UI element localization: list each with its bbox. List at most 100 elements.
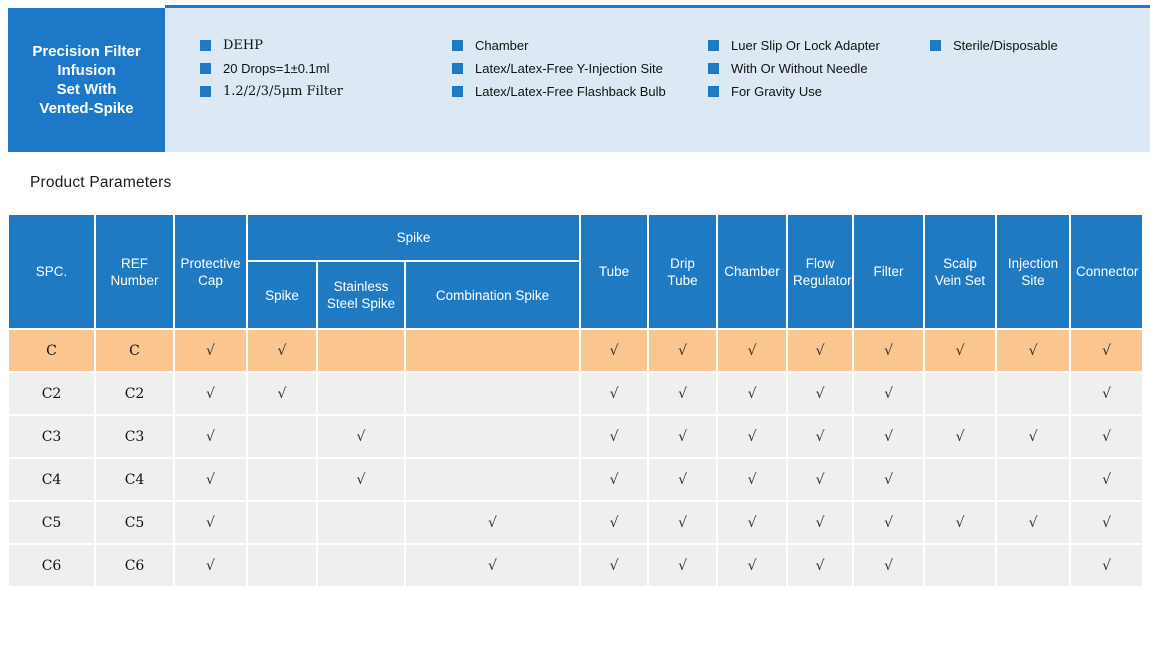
check-cell-filter: √ [852,543,926,588]
bullet-square-icon [200,40,211,51]
feature-item: With Or Without Needle [708,61,880,76]
check-cell-connector: √ [1069,500,1145,545]
check-cell-chamber: √ [716,543,789,588]
check-cell-spike: √ [246,328,318,373]
feature-item-label: Luer Slip Or Lock Adapter [731,38,880,53]
spc-cell: C5 [7,500,96,545]
check-cell-drip_tube: √ [647,328,719,373]
check-cell-connector: √ [1069,543,1145,588]
col-header-flow-regulator: Flow Regulator [786,213,855,330]
check-cell-protective_cap: √ [173,414,248,459]
col-header-scalp-vein-set: Scalp Vein Set [923,213,998,330]
check-cell-filter: √ [852,371,926,416]
feature-column: Luer Slip Or Lock Adapter With Or Without… [708,38,880,107]
check-cell-flow_regulator: √ [786,328,855,373]
spc-cell: C2 [7,371,96,416]
ref-number-cell: C3 [94,414,175,459]
bullet-square-icon [708,86,719,97]
banner-background [165,5,1150,152]
product-parameters-table: SPC. REF Number Protective Cap Spike Tub… [7,213,1145,588]
bullet-square-icon [708,63,719,74]
check-cell-flow_regulator: √ [786,414,855,459]
check-cell-tube: √ [579,328,650,373]
check-cell-drip_tube: √ [647,543,719,588]
check-cell-scalp_vein_set: √ [923,414,998,459]
empty-cell-spike [246,457,318,502]
empty-cell-stainless_steel_spike [316,371,406,416]
ref-number-cell: C2 [94,371,175,416]
check-cell-flow_regulator: √ [786,457,855,502]
check-cell-stainless_steel_spike: √ [316,457,406,502]
table-row: C4 C4 √ √ √ √ √ √ √ √ [7,457,1145,502]
check-cell-combination_spike: √ [403,543,582,588]
check-cell-flow_regulator: √ [786,500,855,545]
empty-cell-injection_site [995,543,1072,588]
feature-item-label: With Or Without Needle [731,61,868,76]
table-row: C5 C5 √ √ √ √ √ √ √ √ √ √ [7,500,1145,545]
ref-number-cell: C4 [94,457,175,502]
col-header-chamber: Chamber [716,213,789,330]
feature-list: DEHP 20 Drops=1±0.1ml 1.2/2/3/5μm Filter Ch… [0,5,1150,152]
check-cell-protective_cap: √ [173,371,248,416]
bullet-square-icon [708,40,719,51]
empty-cell-stainless_steel_spike [316,543,406,588]
feature-item-label: Latex/Latex-Free Y-Injection Site [475,61,663,76]
check-cell-flow_regulator: √ [786,371,855,416]
check-cell-protective_cap: √ [173,457,248,502]
check-cell-drip_tube: √ [647,371,719,416]
bullet-square-icon [200,86,211,97]
feature-item: 20 Drops=1±0.1ml [200,61,343,76]
col-header-combination-spike: Combination Spike [403,260,582,330]
feature-item: 1.2/2/3/5μm Filter [200,84,343,99]
check-cell-connector: √ [1069,328,1145,373]
check-cell-chamber: √ [716,328,789,373]
check-cell-scalp_vein_set: √ [923,328,998,373]
check-cell-protective_cap: √ [173,543,248,588]
check-cell-injection_site: √ [995,328,1072,373]
feature-column: Sterile/Disposable [930,38,1058,61]
feature-column: Chamber Latex/Latex-Free Y-Injection Site… [452,38,666,107]
check-cell-filter: √ [852,457,926,502]
section-title: Product Parameters [30,174,172,191]
col-header-drip-tube: Drip Tube [647,213,719,330]
feature-item: Sterile/Disposable [930,38,1058,53]
product-banner: Precision Filter Infusion Set With Vente… [0,5,1150,152]
feature-item-label: Chamber [475,38,529,53]
feature-item-label: 20 Drops=1±0.1ml [223,61,330,76]
check-cell-tube: √ [579,500,650,545]
bullet-square-icon [930,40,941,51]
check-cell-connector: √ [1069,457,1145,502]
spc-cell: C3 [7,414,96,459]
col-header-connector: Connector [1069,213,1145,330]
spc-cell: C4 [7,457,96,502]
empty-cell-stainless_steel_spike [316,328,406,373]
check-cell-drip_tube: √ [647,457,719,502]
table-row: C3 C3 √ √ √ √ √ √ √ √ √ √ [7,414,1145,459]
check-cell-drip_tube: √ [647,414,719,459]
feature-item: Luer Slip Or Lock Adapter [708,38,880,53]
check-cell-tube: √ [579,414,650,459]
check-cell-spike: √ [246,371,318,416]
col-header-stainless-steel-spike: Stainless Steel Spike [316,260,406,330]
check-cell-tube: √ [579,457,650,502]
check-cell-connector: √ [1069,371,1145,416]
bullet-square-icon [452,40,463,51]
check-cell-stainless_steel_spike: √ [316,414,406,459]
bullet-square-icon [200,63,211,74]
feature-item-label: 1.2/2/3/5μm Filter [223,84,344,99]
check-cell-protective_cap: √ [173,500,248,545]
empty-cell-combination_spike [403,414,582,459]
feature-item: For Gravity Use [708,84,880,99]
col-header-protective-cap: Protective Cap [173,213,248,330]
empty-cell-stainless_steel_spike [316,500,406,545]
empty-cell-scalp_vein_set [923,457,998,502]
check-cell-chamber: √ [716,457,789,502]
empty-cell-scalp_vein_set [923,543,998,588]
empty-cell-spike [246,543,318,588]
empty-cell-injection_site [995,457,1072,502]
ref-number-cell: C [94,328,175,373]
product-title: Precision Filter Infusion Set With Vente… [8,8,165,152]
empty-cell-combination_spike [403,328,582,373]
col-header-spike: Spike [246,260,318,330]
ref-number-cell: C6 [94,543,175,588]
